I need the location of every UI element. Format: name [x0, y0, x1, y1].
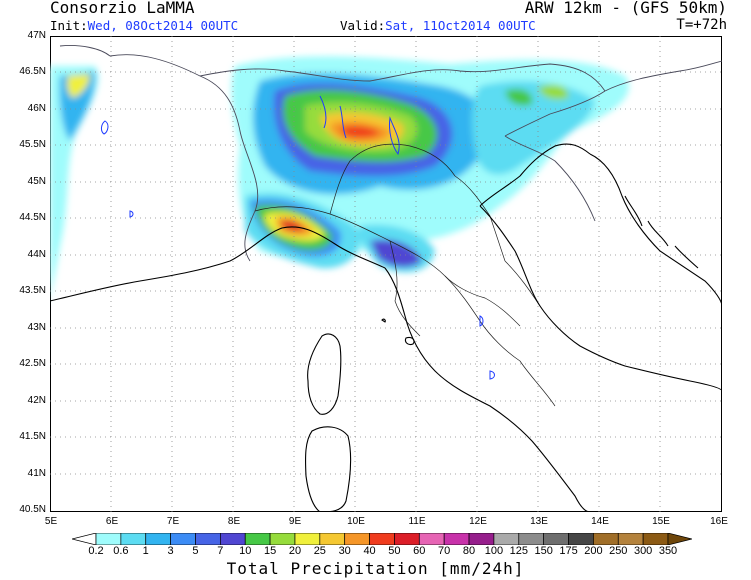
regional-borders	[254, 143, 556, 407]
lon-label: 7E	[166, 516, 180, 527]
colorbar-swatch	[95, 533, 122, 545]
colorbar-level-label: 30	[338, 545, 351, 557]
precipitation-map	[50, 36, 722, 512]
lakes	[101, 95, 495, 380]
lead-time: T=+72h	[676, 17, 727, 33]
colorbar-swatch	[418, 533, 445, 545]
colorbar-level-label: 0.2	[88, 545, 104, 557]
source-title: Consorzio LaMMA	[50, 0, 195, 17]
valid-value: Sat, 11Oct2014 00UTC	[385, 18, 536, 33]
lat-label: 43.5N	[19, 285, 46, 296]
colorbar-level-label: 70	[438, 545, 451, 557]
colorbar-swatch	[319, 533, 346, 545]
colorbar-swatch	[617, 533, 644, 545]
lat-label: 46N	[27, 103, 46, 114]
lat-label: 42.5N	[19, 358, 46, 369]
colorbar-level-label: 80	[462, 545, 476, 557]
colorbar-level-label: 15	[263, 545, 277, 557]
lat-label: 42N	[27, 395, 46, 406]
colorbar-swatch	[593, 533, 619, 545]
lon-label: 12E	[469, 516, 487, 527]
init-prefix: Init:	[50, 18, 88, 33]
colorbar-level-label: 25	[313, 545, 326, 557]
colorbar-level-label: 150	[534, 545, 553, 557]
lon-label: 9E	[288, 516, 302, 527]
colorbar-level-label: 40	[363, 545, 376, 557]
colorbar-level-label: 0.6	[113, 545, 129, 557]
colorbar-level-label: 3	[167, 545, 174, 557]
colorbar-swatch	[443, 533, 470, 545]
colorbar-level-label: 175	[559, 545, 578, 557]
lon-label: 5E	[44, 516, 58, 527]
colorbar-swatch	[642, 533, 669, 545]
colorbar-swatch	[394, 533, 420, 545]
model-title: ARW 12km - (GFS 50km)	[524, 0, 727, 17]
lon-label: 11E	[408, 516, 426, 527]
colorbar-arrow-low	[72, 533, 97, 545]
colorbar-level-label: 1	[142, 545, 149, 557]
colorbar-title: Total Precipitation [mm/24h]	[226, 559, 525, 578]
colorbar-level-label: 100	[484, 545, 504, 557]
lat-label: 44.5N	[19, 212, 46, 223]
colorbar-swatch	[468, 533, 495, 545]
colorbar-level-label: 200	[584, 545, 603, 557]
colorbar-swatch	[294, 533, 321, 545]
lat-label: 45N	[27, 176, 46, 187]
colorbar-level-label: 5	[192, 545, 199, 557]
lon-label: 8E	[227, 516, 241, 527]
colorbar-swatch	[195, 533, 221, 545]
colorbar-swatch	[145, 533, 171, 545]
valid-prefix: Valid:	[340, 18, 386, 33]
colorbar-arrow-high	[667, 533, 692, 545]
colorbar-level-label: 50	[388, 545, 401, 557]
colorbar-level-label: 250	[609, 545, 628, 557]
lon-label: 10E	[347, 516, 365, 527]
lat-label: 47N	[27, 30, 46, 41]
init-value: Wed, 08Oct2014 00UTC	[87, 18, 239, 33]
coastlines	[50, 143, 722, 512]
lon-label: 6E	[105, 516, 119, 527]
lat-label: 41N	[27, 468, 46, 479]
colorbar-swatch	[369, 533, 395, 545]
precipitation-field	[50, 56, 629, 306]
colorbar-level-label: 300	[633, 545, 653, 557]
lon-label: 16E	[710, 516, 728, 527]
valid-time: Valid:Sat, 11Oct2014 00UTC	[340, 18, 536, 33]
colorbar	[72, 533, 692, 545]
colorbar-swatch	[344, 533, 370, 545]
colorbar-swatch	[244, 533, 271, 545]
colorbar-level-label: 60	[413, 545, 426, 557]
lat-label: 44N	[27, 249, 46, 260]
colorbar-swatch	[219, 533, 246, 545]
colorbar-swatch	[568, 533, 594, 545]
init-time: Init:Wed, 08Oct2014 00UTC	[50, 18, 238, 33]
lon-label: 15E	[652, 516, 670, 527]
lat-label: 43N	[27, 322, 46, 333]
lon-label: 14E	[591, 516, 609, 527]
graticule	[50, 36, 722, 512]
colorbar-swatch	[269, 533, 296, 545]
lat-label: 40.5N	[19, 504, 46, 515]
colorbar-swatch	[120, 533, 147, 545]
colorbar-level-label: 125	[509, 545, 528, 557]
lat-label: 45.5N	[19, 139, 46, 150]
colorbar-swatch	[543, 533, 569, 545]
colorbar-level-label: 350	[658, 545, 678, 557]
colorbar-level-label: 10	[239, 545, 252, 557]
colorbar-swatch	[518, 533, 545, 545]
lat-label: 46.5N	[19, 66, 46, 77]
colorbar-level-label: 20	[288, 545, 302, 557]
lat-label: 41.5N	[19, 431, 46, 442]
lon-label: 13E	[530, 516, 548, 527]
colorbar-level-label: 7	[217, 545, 224, 557]
colorbar-swatch	[170, 533, 196, 545]
country-borders	[59, 45, 722, 262]
colorbar-swatch	[493, 533, 520, 545]
